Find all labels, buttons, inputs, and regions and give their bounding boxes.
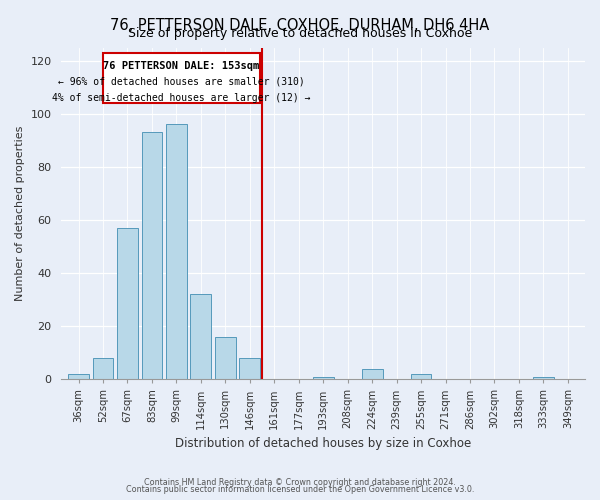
Text: 76 PETTERSON DALE: 153sqm: 76 PETTERSON DALE: 153sqm: [103, 61, 259, 71]
Text: 4% of semi-detached houses are larger (12) →: 4% of semi-detached houses are larger (1…: [52, 92, 311, 102]
Bar: [190, 294, 211, 380]
Text: ← 96% of detached houses are smaller (310): ← 96% of detached houses are smaller (31…: [58, 76, 305, 86]
Bar: [410, 374, 431, 380]
Text: 76, PETTERSON DALE, COXHOE, DURHAM, DH6 4HA: 76, PETTERSON DALE, COXHOE, DURHAM, DH6 …: [110, 18, 490, 32]
Bar: [117, 228, 138, 380]
Bar: [215, 337, 236, 380]
Text: Contains public sector information licensed under the Open Government Licence v3: Contains public sector information licen…: [126, 486, 474, 494]
Bar: [68, 374, 89, 380]
Text: Size of property relative to detached houses in Coxhoe: Size of property relative to detached ho…: [128, 28, 472, 40]
Bar: [92, 358, 113, 380]
Bar: [166, 124, 187, 380]
Bar: [362, 368, 383, 380]
Bar: [313, 376, 334, 380]
Bar: [239, 358, 260, 380]
Bar: [142, 132, 163, 380]
Bar: [533, 376, 554, 380]
Y-axis label: Number of detached properties: Number of detached properties: [15, 126, 25, 301]
FancyBboxPatch shape: [103, 53, 260, 103]
Text: Contains HM Land Registry data © Crown copyright and database right 2024.: Contains HM Land Registry data © Crown c…: [144, 478, 456, 487]
X-axis label: Distribution of detached houses by size in Coxhoe: Distribution of detached houses by size …: [175, 437, 472, 450]
